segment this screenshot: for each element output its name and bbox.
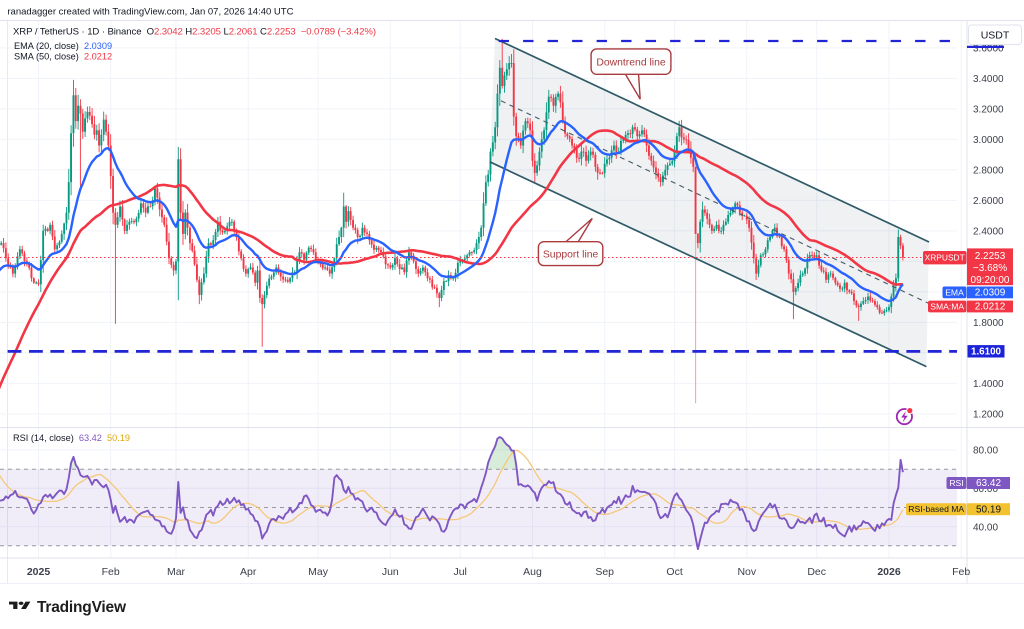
svg-text:May: May	[308, 566, 329, 578]
svg-text:RSI: RSI	[949, 478, 963, 488]
svg-text:Oct: Oct	[666, 566, 682, 578]
svg-text:Support line: Support line	[543, 249, 599, 260]
svg-text:2025: 2025	[27, 566, 51, 578]
svg-text:63.42: 63.42	[976, 478, 1001, 489]
svg-text:2.4000: 2.4000	[973, 227, 1004, 238]
svg-text:2.6000: 2.6000	[973, 196, 1004, 207]
svg-text:40.00: 40.00	[973, 522, 998, 533]
svg-text:09:20:00: 09:20:00	[971, 275, 1010, 286]
svg-text:3.2000: 3.2000	[973, 105, 1004, 116]
svg-text:50.19: 50.19	[976, 504, 1001, 515]
svg-text:RSI-based MA: RSI-based MA	[908, 504, 964, 514]
svg-text:60.00: 60.00	[973, 484, 998, 495]
svg-text:Feb: Feb	[102, 566, 120, 578]
svg-text:RSI (14, close) 63.42 50.19: RSI (14, close) 63.42 50.19	[13, 433, 130, 443]
svg-text:1.8000: 1.8000	[973, 318, 1004, 329]
svg-text:ranadagger created with Tradin: ranadagger created with TradingView.com,…	[7, 6, 293, 17]
svg-text:1.4000: 1.4000	[973, 379, 1004, 390]
svg-text:EMA (20, close) 2.0309: EMA (20, close) 2.0309	[14, 41, 112, 51]
svg-text:Nov: Nov	[737, 566, 756, 578]
svg-text:Sep: Sep	[595, 566, 614, 578]
svg-text:−3.68%: −3.68%	[973, 263, 1007, 274]
svg-text:2026: 2026	[877, 566, 901, 578]
svg-text:XRP / TetherUS · 1D · Binance: XRP / TetherUS · 1D · Binance O2.3042 H2…	[13, 27, 376, 38]
svg-text:SMA (50, close) 2.0212: SMA (50, close) 2.0212	[14, 52, 112, 62]
svg-text:1.2000: 1.2000	[973, 410, 1004, 421]
svg-text:Aug: Aug	[523, 566, 542, 578]
svg-text:3.0000: 3.0000	[973, 135, 1004, 146]
svg-text:Downtrend line: Downtrend line	[596, 57, 666, 68]
svg-text:1.6100: 1.6100	[971, 347, 1002, 358]
svg-text:EMA: EMA	[945, 287, 964, 297]
svg-text:2.0309: 2.0309	[975, 288, 1006, 299]
svg-text:SMA:MA: SMA:MA	[930, 301, 964, 311]
svg-text:Apr: Apr	[240, 566, 257, 578]
svg-text:Jun: Jun	[382, 566, 399, 578]
svg-text:Dec: Dec	[807, 566, 826, 578]
svg-text:2.8000: 2.8000	[973, 166, 1004, 177]
svg-text:Jul: Jul	[453, 566, 466, 578]
svg-text:TradingView: TradingView	[37, 599, 127, 616]
svg-text:80.00: 80.00	[973, 446, 998, 457]
svg-text:USDT: USDT	[981, 30, 1010, 42]
svg-text:2.0212: 2.0212	[975, 302, 1006, 313]
svg-text:2.2253: 2.2253	[975, 251, 1006, 262]
svg-text:XRPUSDT: XRPUSDT	[925, 253, 965, 263]
svg-text:Mar: Mar	[167, 566, 186, 578]
svg-text:3.6000: 3.6000	[973, 44, 1004, 55]
svg-text:Feb: Feb	[952, 566, 970, 578]
svg-text:3.4000: 3.4000	[973, 74, 1004, 85]
